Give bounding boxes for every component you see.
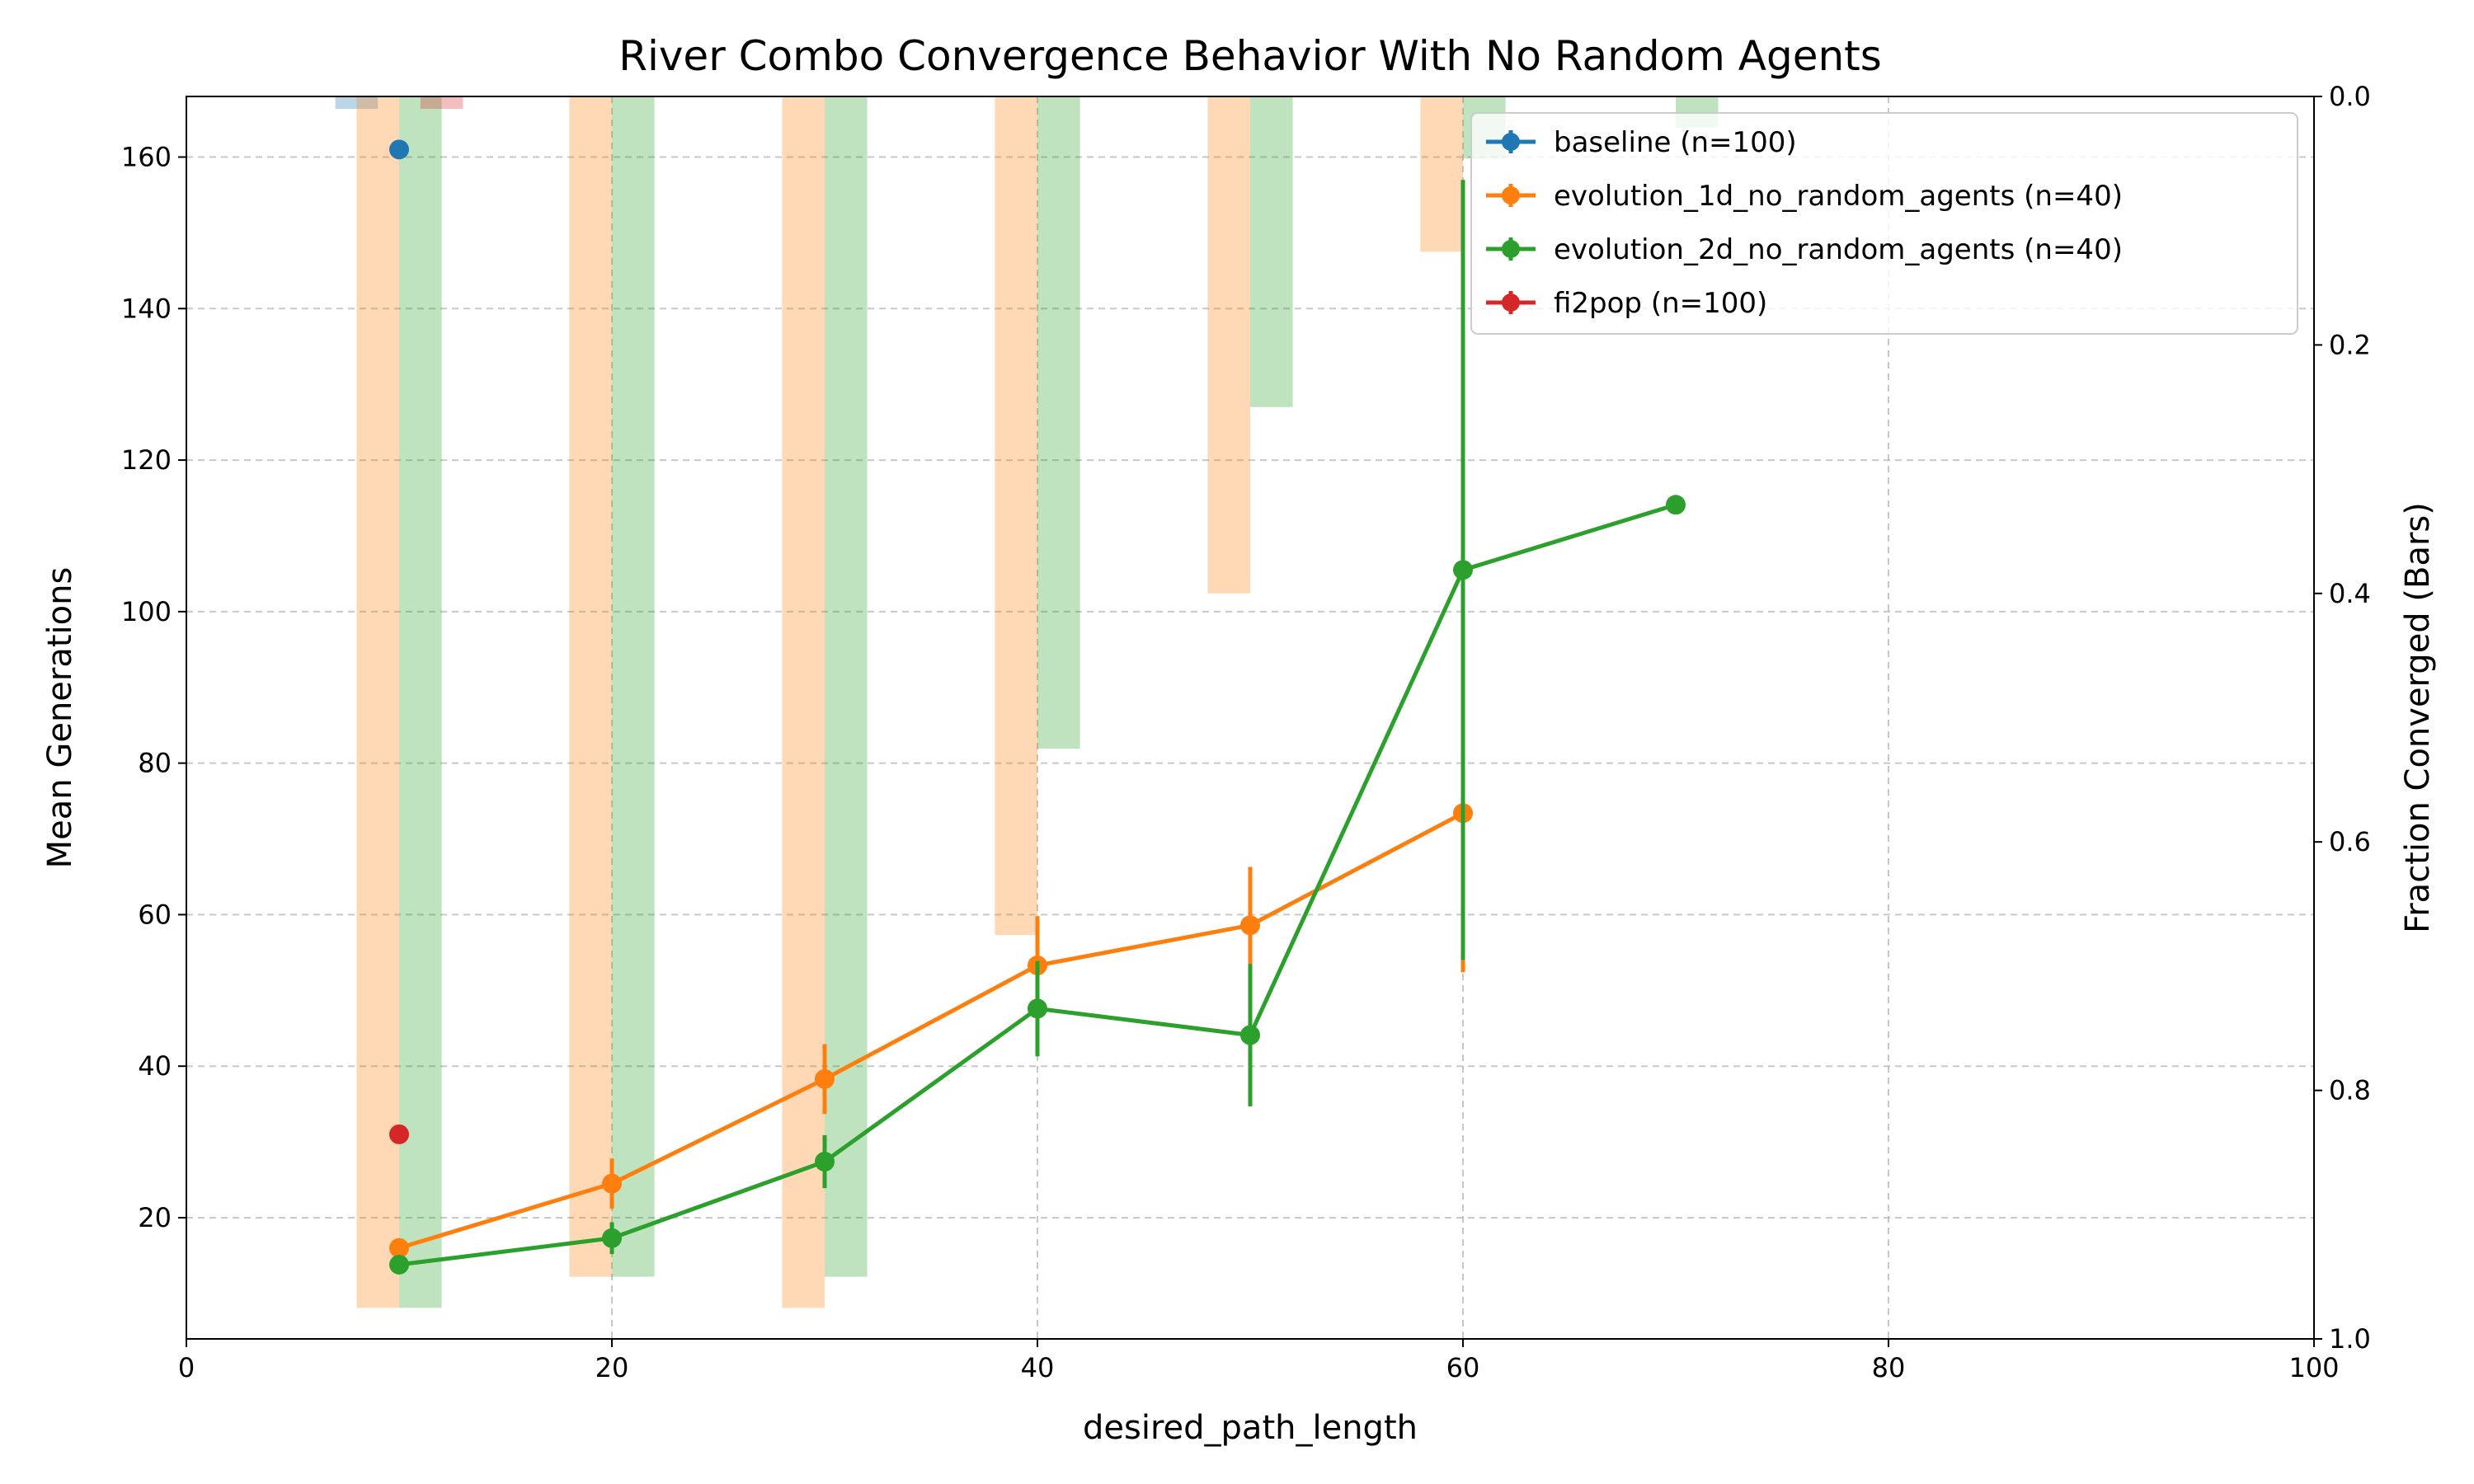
y-tick-label: 40	[138, 1050, 172, 1082]
x-tick-label: 40	[1021, 1352, 1055, 1383]
data-point	[1453, 560, 1473, 580]
convergence-bar	[335, 96, 379, 110]
legend-swatch-marker	[1502, 133, 1520, 151]
legend-entry: evolution_1d_no_random_agents (n=40)	[1554, 180, 2123, 213]
legend-swatch-marker	[1502, 240, 1520, 258]
y2-axis-label: Fraction Converged (Bars)	[2399, 502, 2437, 933]
data-point	[815, 1068, 835, 1089]
legend-swatch-marker	[1502, 294, 1520, 312]
data-point	[1240, 915, 1260, 936]
convergence-bars	[335, 96, 1719, 1308]
data-point	[389, 1254, 409, 1275]
convergence-bar	[825, 96, 868, 1277]
chart-title: River Combo Convergence Behavior With No…	[618, 32, 1882, 80]
convergence-bar	[612, 96, 655, 1277]
x-tick-label: 0	[178, 1352, 195, 1383]
y2-tick-label: 0.4	[2329, 578, 2371, 609]
y2-tick-label: 0.6	[2329, 826, 2371, 857]
y-tick-label: 80	[138, 748, 172, 779]
series-line	[398, 811, 1465, 1251]
legend-swatch-marker	[1502, 186, 1520, 204]
convergence-bar	[356, 96, 399, 1308]
convergence-bar	[399, 96, 442, 1308]
convergence-bar	[1037, 96, 1080, 749]
y2-tick-label: 0.8	[2329, 1075, 2371, 1106]
y-axis-label: Mean Generations	[41, 567, 79, 869]
y-tick-label: 100	[121, 596, 172, 627]
legend-entry: fi2pop (n=100)	[1554, 287, 1767, 320]
x-tick-label: 80	[1872, 1352, 1906, 1383]
convergence-bar	[569, 96, 612, 1277]
y-tick-label: 20	[138, 1202, 172, 1233]
y-tick-label: 160	[121, 142, 172, 173]
convergence-bar	[420, 96, 463, 110]
plot-frame	[186, 96, 2315, 1340]
legend: baseline (n=100) evolution_1d_no_random_a…	[1470, 112, 2298, 335]
y-tick-label: 140	[121, 293, 172, 324]
x-tick-label: 20	[595, 1352, 629, 1383]
data-point	[602, 1228, 622, 1248]
y2-tick-label: 0.0	[2329, 81, 2371, 112]
legend-entry: baseline (n=100)	[1554, 126, 1797, 159]
x-axis-label: desired_path_length	[1083, 1409, 1418, 1447]
legend-entry: evolution_2d_no_random_agents (n=40)	[1554, 233, 2123, 266]
convergence-bar	[782, 96, 825, 1308]
convergence-bar	[1207, 96, 1250, 594]
series-lines	[389, 139, 1686, 1275]
data-point	[389, 1124, 409, 1144]
data-point	[389, 1237, 409, 1258]
axis-ticks: 0 20 40 60 80 100 20 40 60 80 100 120 140 160 0.0 0.2 0.…	[121, 81, 2371, 1383]
y2-tick-label: 1.0	[2329, 1323, 2371, 1355]
convergence-bar	[1250, 96, 1293, 407]
data-point	[1240, 1025, 1260, 1045]
convergence-bar	[1420, 96, 1463, 252]
legend-box	[1470, 112, 2298, 335]
data-point	[1028, 998, 1047, 1019]
data-point	[602, 1173, 622, 1194]
y-tick-label: 120	[121, 444, 172, 476]
x-tick-label: 60	[1446, 1352, 1480, 1383]
y2-tick-label: 0.2	[2329, 329, 2371, 360]
data-point	[1666, 495, 1686, 515]
data-point	[815, 1151, 835, 1172]
data-point	[389, 139, 409, 160]
convergence-bar	[995, 96, 1037, 936]
y-tick-label: 60	[138, 899, 172, 930]
x-tick-label: 100	[2288, 1352, 2339, 1383]
